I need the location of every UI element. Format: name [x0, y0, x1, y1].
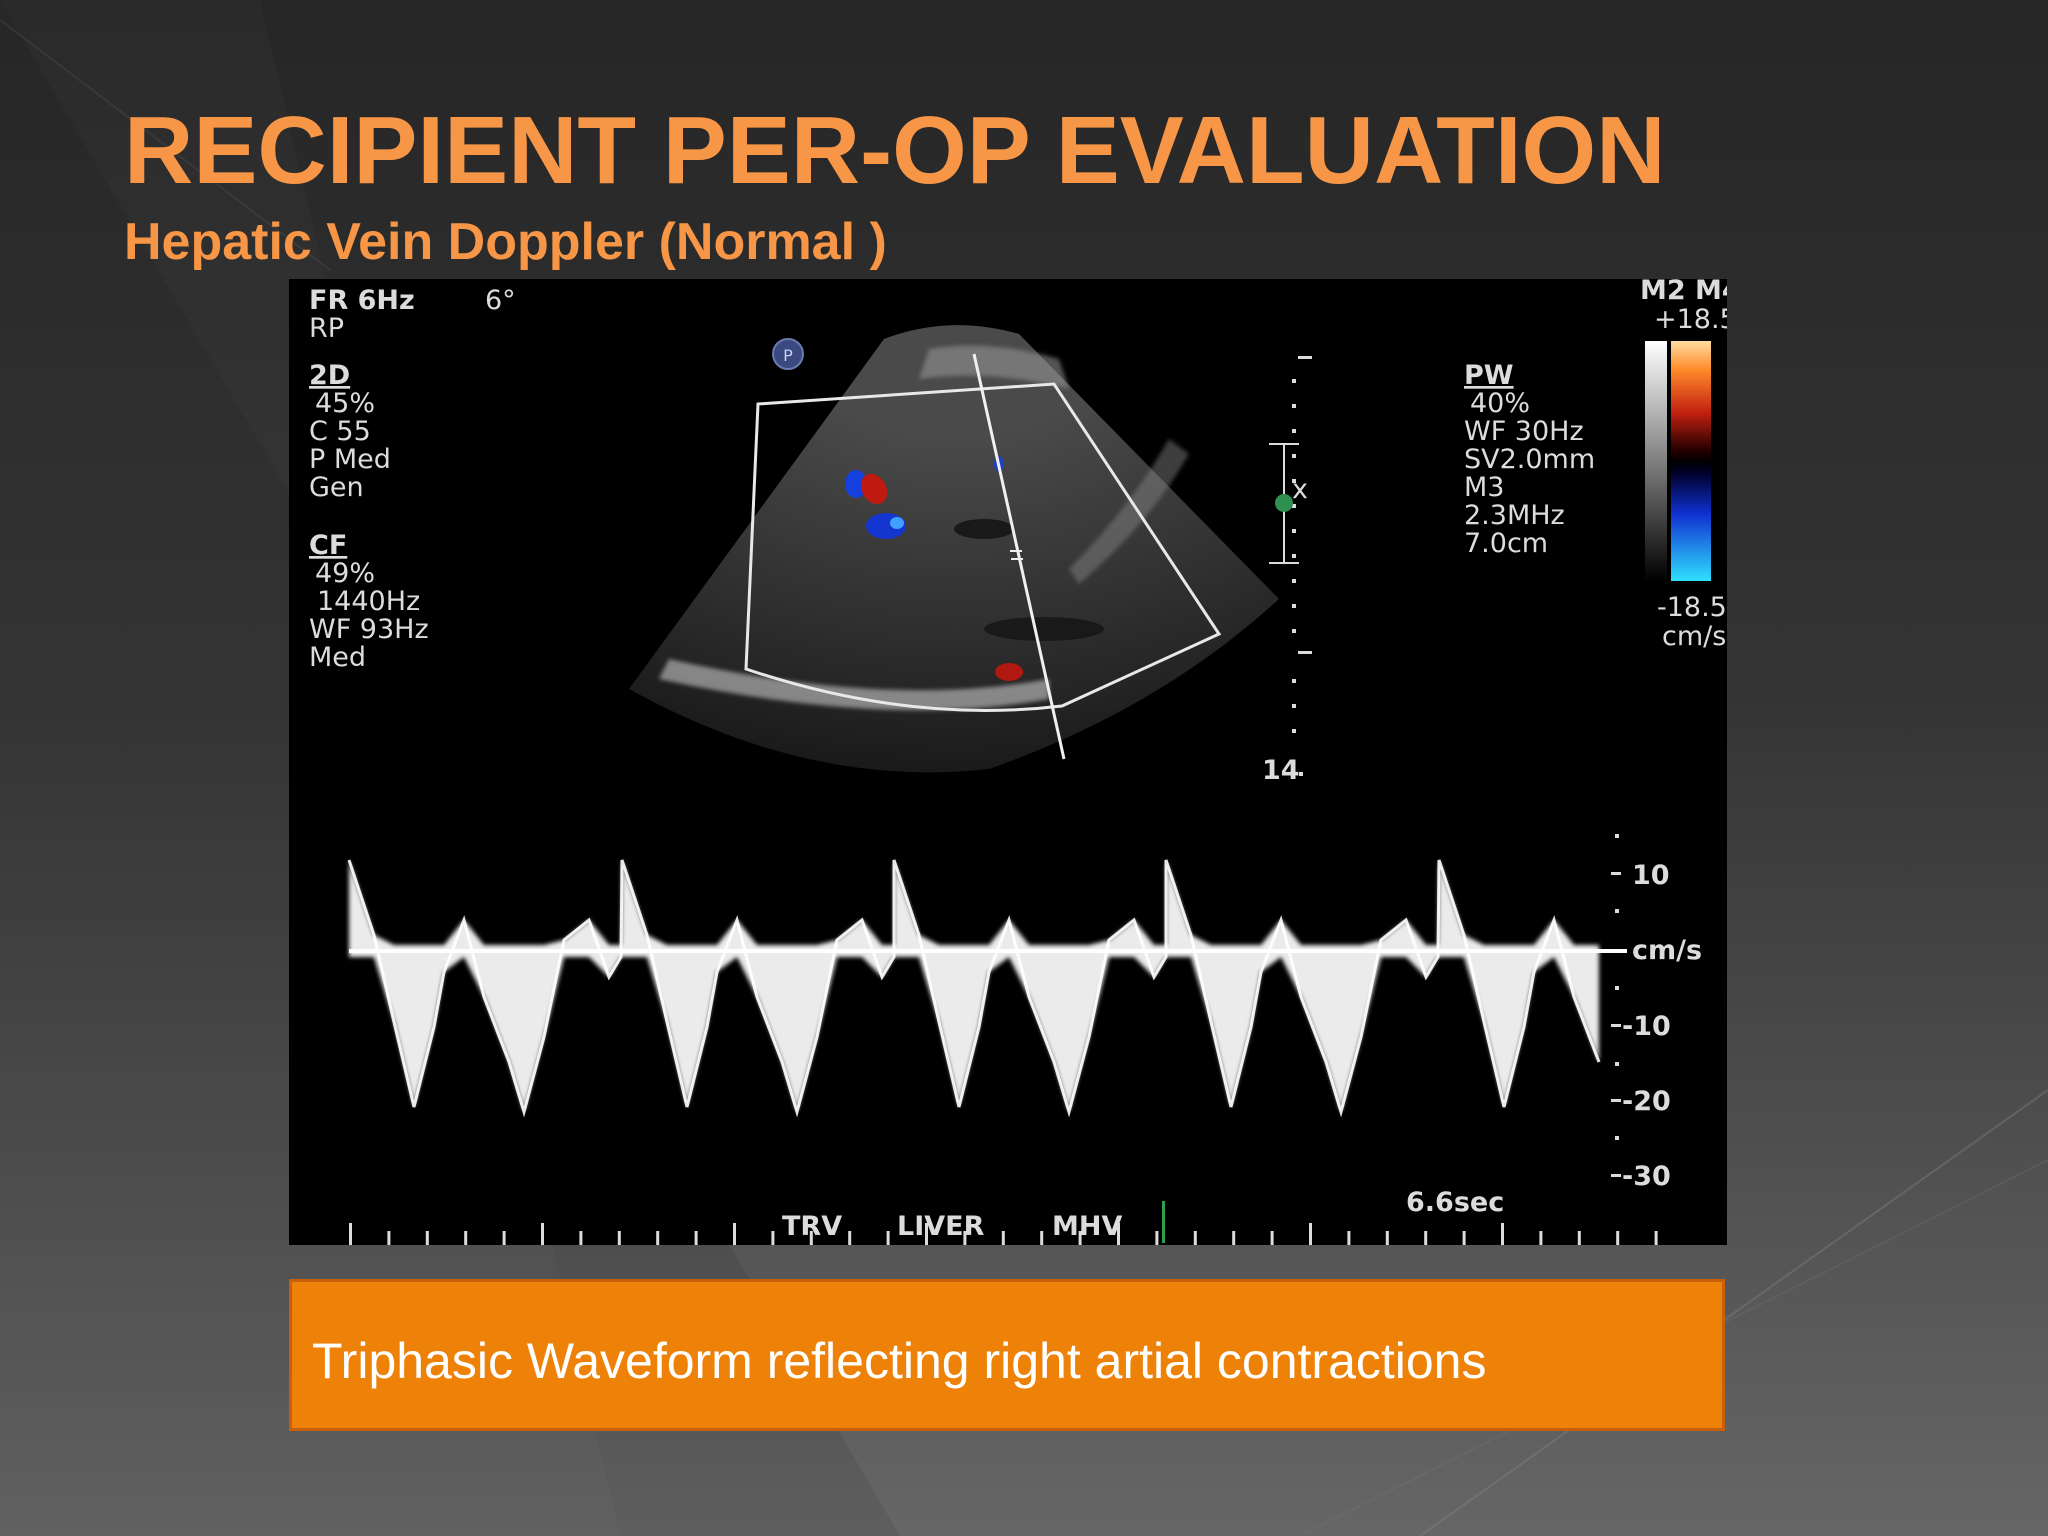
time-tick [541, 1223, 544, 1245]
orientation-label: RP [309, 313, 344, 344]
color-scale-max: +18.5 [1654, 304, 1727, 335]
pw-line: M3 [1464, 472, 1504, 503]
mode-cf-line: Med [309, 642, 366, 673]
color-scale-min: -18.5 [1657, 592, 1727, 623]
time-tick [886, 1231, 890, 1245]
pw-line: 40% [1470, 388, 1530, 419]
mode-2d-line: 45% [315, 388, 375, 419]
frame-rate-label: FR 6Hz [309, 285, 415, 316]
probe-badge: P [772, 338, 804, 370]
bottom-label-liver: LIVER [897, 1211, 985, 1242]
pw-parameters: PW 40% WF 30Hz SV2.0mm M3 2.3MHz 7.0cm [1464, 360, 1595, 559]
spectral-velocity-scale: 10 cm/s -10 -20 -30 [1611, 834, 1702, 1192]
time-tick [1232, 1231, 1236, 1245]
time-tick [733, 1223, 736, 1245]
velocity-unit-label: cm/s [1632, 935, 1702, 966]
time-tick [809, 1231, 813, 1245]
time-tick [1193, 1231, 1197, 1245]
velocity-label: -30 [1622, 1161, 1671, 1192]
pw-line: 2.3MHz [1464, 500, 1565, 531]
time-tick [1155, 1231, 1159, 1245]
time-tick [387, 1231, 391, 1245]
mode-2d-line: C 55 [309, 416, 371, 447]
caption-text: Triphasic Waveform reflecting right arti… [312, 1333, 1487, 1389]
time-tick [1117, 1223, 1120, 1245]
mode-cf-line: 49% [315, 558, 375, 589]
color-velocity-scale: M2 M4 +18.5 -18.5 cm/s [1640, 279, 1727, 652]
time-tick [617, 1231, 621, 1245]
velocity-label: -20 [1622, 1086, 1671, 1117]
bottom-label-mhv: MHV [1052, 1211, 1122, 1242]
slide-title: RECIPIENT PER-OP EVALUATION [124, 97, 1666, 204]
color-scale-header: M2 M4 [1640, 279, 1727, 306]
sweep-time-label: 6.6sec [1406, 1187, 1504, 1218]
time-tick [694, 1231, 698, 1245]
velocity-label: 10 [1632, 860, 1670, 891]
time-tick [1654, 1231, 1658, 1245]
angle-label: 6° [485, 285, 516, 316]
time-tick [1539, 1231, 1543, 1245]
time-tick [502, 1231, 506, 1245]
time-tick [349, 1223, 352, 1245]
time-tick [1501, 1223, 1504, 1245]
time-tick [771, 1231, 775, 1245]
mode-2d-title: 2D [309, 360, 350, 391]
time-tick [1078, 1231, 1082, 1245]
time-tick [1462, 1231, 1466, 1245]
time-axis [349, 1223, 1658, 1245]
time-tick [925, 1223, 928, 1245]
depth-label: 14 [1262, 755, 1300, 786]
doppler-ultrasound-image: FR 6Hz 6° RP 2D 45% C 55 P Med Gen CF 49… [289, 279, 1727, 1245]
pw-line: SV2.0mm [1464, 444, 1595, 475]
time-tick [1385, 1231, 1389, 1245]
time-tick [1040, 1231, 1044, 1245]
time-tick [1270, 1231, 1274, 1245]
depth-scale: x 14 [1262, 356, 1312, 786]
svg-text:P: P [783, 346, 793, 365]
bottom-label-trv: TRV [782, 1211, 842, 1242]
bmode-sector [629, 325, 1279, 773]
time-tick [1001, 1231, 1005, 1245]
caption-box: Triphasic Waveform reflecting right arti… [289, 1279, 1725, 1431]
pw-line: 7.0cm [1464, 528, 1548, 559]
time-tick [848, 1231, 852, 1245]
velocity-label: -10 [1622, 1011, 1671, 1042]
pw-title: PW [1464, 360, 1514, 391]
time-cursor [1162, 1201, 1165, 1243]
left-parameters: FR 6Hz 6° RP 2D 45% C 55 P Med Gen CF 49… [309, 285, 516, 673]
time-tick [963, 1231, 967, 1245]
svg-text:x: x [1292, 474, 1308, 505]
time-tick [579, 1231, 583, 1245]
time-tick [1309, 1223, 1312, 1245]
time-tick [464, 1231, 468, 1245]
time-tick [1577, 1231, 1581, 1245]
slide-subtitle: Hepatic Vein Doppler (Normal ) [124, 213, 887, 271]
mode-cf-title: CF [309, 530, 347, 561]
time-tick [425, 1231, 429, 1245]
time-tick [656, 1231, 660, 1245]
mode-2d-line: P Med [309, 444, 391, 475]
time-tick [1424, 1231, 1428, 1245]
spectral-waveform [347, 859, 1627, 1118]
color-scale-unit: cm/s [1662, 621, 1726, 652]
mode-cf-line: WF 93Hz [309, 614, 429, 645]
mode-cf-line: 1440Hz [317, 586, 420, 617]
time-tick [1347, 1231, 1351, 1245]
time-tick [1616, 1231, 1620, 1245]
mode-2d-line: Gen [309, 472, 364, 503]
pw-line: WF 30Hz [1464, 416, 1584, 447]
